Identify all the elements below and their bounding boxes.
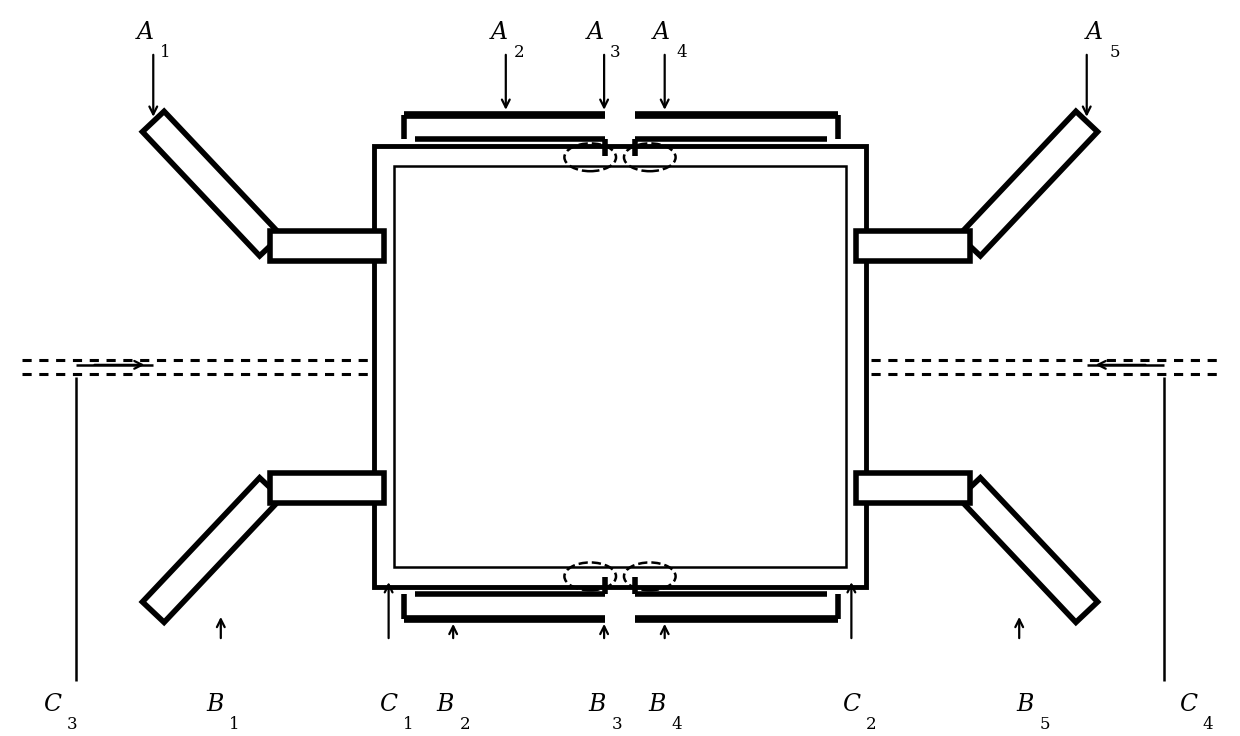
Text: 2: 2 bbox=[513, 43, 525, 60]
Text: 1: 1 bbox=[160, 43, 170, 60]
Polygon shape bbox=[270, 473, 383, 503]
Text: B: B bbox=[589, 693, 606, 716]
Text: C: C bbox=[842, 693, 861, 716]
Text: A: A bbox=[587, 21, 604, 43]
Text: 5: 5 bbox=[1110, 43, 1120, 60]
Text: A: A bbox=[136, 21, 154, 43]
Text: 3: 3 bbox=[611, 716, 622, 733]
Text: 4: 4 bbox=[676, 43, 687, 60]
Text: A: A bbox=[490, 21, 507, 43]
Text: A: A bbox=[1086, 21, 1104, 43]
Bar bbox=[409, 115, 832, 139]
Text: 2: 2 bbox=[460, 716, 470, 733]
Polygon shape bbox=[857, 473, 970, 503]
Polygon shape bbox=[270, 231, 383, 261]
Text: B: B bbox=[436, 693, 454, 716]
Text: B: B bbox=[649, 693, 666, 716]
Text: 2: 2 bbox=[866, 716, 877, 733]
Text: 4: 4 bbox=[1203, 716, 1213, 733]
Bar bbox=[373, 146, 867, 587]
Text: 3: 3 bbox=[610, 43, 620, 60]
Text: C: C bbox=[43, 693, 61, 716]
Text: C: C bbox=[379, 693, 398, 716]
Text: B: B bbox=[1017, 693, 1034, 716]
Polygon shape bbox=[959, 478, 1097, 623]
Bar bbox=[393, 166, 847, 567]
Text: A: A bbox=[653, 21, 670, 43]
Polygon shape bbox=[857, 231, 970, 261]
Text: 1: 1 bbox=[403, 716, 414, 733]
Polygon shape bbox=[143, 111, 281, 256]
Polygon shape bbox=[959, 111, 1097, 256]
Bar bbox=[393, 166, 847, 567]
Polygon shape bbox=[143, 478, 281, 623]
Text: C: C bbox=[1179, 693, 1197, 716]
Bar bbox=[409, 594, 832, 619]
Text: 1: 1 bbox=[229, 716, 241, 733]
Text: 4: 4 bbox=[671, 716, 682, 733]
Text: 3: 3 bbox=[67, 716, 77, 733]
Text: 5: 5 bbox=[1040, 716, 1050, 733]
Text: B: B bbox=[206, 693, 223, 716]
